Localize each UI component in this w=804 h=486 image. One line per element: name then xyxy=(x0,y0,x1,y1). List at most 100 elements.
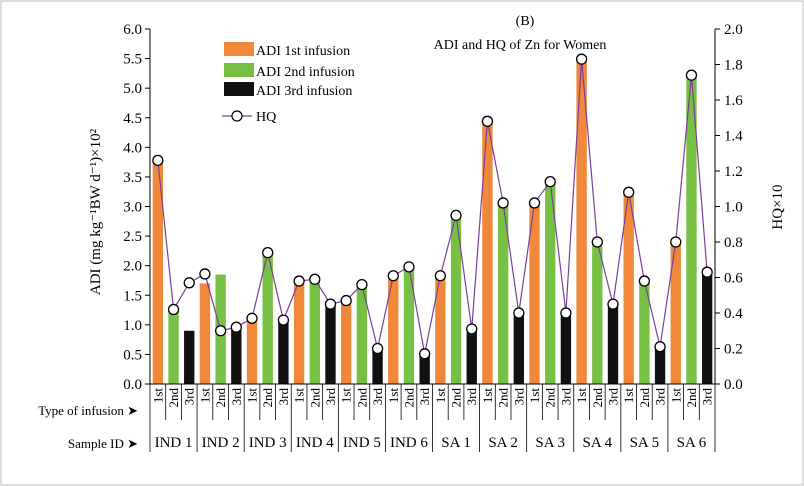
bar-ind-2-3rd xyxy=(231,327,242,384)
hq-point xyxy=(450,209,462,222)
hq-point xyxy=(497,197,509,209)
bar-sa-2-2nd xyxy=(497,203,509,384)
hq-point xyxy=(340,294,352,307)
y2-tick-label: 1.4 xyxy=(724,129,743,145)
y2-tick-label: 1.6 xyxy=(724,93,743,109)
hq-point xyxy=(701,266,713,278)
y2-tick-label: 1.8 xyxy=(724,58,743,74)
y-tick-label: 0.5 xyxy=(123,347,142,363)
y2-tick-label: 1.2 xyxy=(724,164,743,180)
bar-ind-6-1st xyxy=(388,277,399,384)
bar-ind-1-2nd xyxy=(168,310,179,384)
hq-point xyxy=(575,53,588,65)
bar-sa-5-1st xyxy=(623,191,634,384)
infusion-label: 2nd xyxy=(496,388,511,408)
y-tick-label: 3.0 xyxy=(123,200,142,216)
infusion-label: 3rd xyxy=(323,388,338,406)
bar-ind-1-3rd xyxy=(184,330,195,384)
y-tick-label: 4.0 xyxy=(123,140,142,156)
bar-ind-3-2nd xyxy=(262,250,273,385)
sample-id-label: SA 2 xyxy=(488,435,518,451)
infusion-label: 1st xyxy=(150,388,165,404)
row-label-infusion: Type of infusion ➤ xyxy=(38,403,138,418)
hq-point xyxy=(670,236,682,248)
hq-point xyxy=(403,261,415,273)
infusion-label: 1st xyxy=(339,388,354,404)
bar-sa-6-3rd xyxy=(701,274,713,384)
bar-sa-3-3rd xyxy=(560,313,572,384)
y2-tick-label: 2.0 xyxy=(724,22,743,38)
infusion-label: 3rd xyxy=(229,388,244,406)
hq-point xyxy=(418,348,431,360)
sample-id-label: IND 6 xyxy=(390,435,428,451)
bar-sa-3-1st xyxy=(529,203,540,384)
bar-ind-2-1st xyxy=(199,283,211,384)
hq-point xyxy=(277,314,290,326)
legend-label-hq: HQ xyxy=(256,110,276,125)
bar-sa-4-3rd xyxy=(607,304,619,385)
bar-sa-6-1st xyxy=(670,242,681,384)
bar-sa-6-2nd xyxy=(686,76,697,384)
infusion-label: 2nd xyxy=(213,388,228,408)
bar-sa-2-1st xyxy=(482,120,493,385)
infusion-label: 1st xyxy=(621,388,636,404)
hq-point xyxy=(262,246,274,259)
infusion-label: 3rd xyxy=(464,388,479,406)
bar-ind-5-2nd xyxy=(356,283,368,384)
hq-point xyxy=(685,69,698,81)
bar-ind-6-2nd xyxy=(403,268,415,385)
bar-sa-1-2nd xyxy=(450,215,462,385)
bar-ind-6-3rd xyxy=(419,354,430,384)
y2-tick-label: 0.0 xyxy=(724,377,743,393)
sample-id-label: SA 1 xyxy=(441,435,471,451)
bar-ind-4-1st xyxy=(293,280,305,384)
hq-point xyxy=(387,270,399,282)
infusion-label: 3rd xyxy=(700,388,715,406)
bar-sa-4-1st xyxy=(576,58,587,384)
bars-layer xyxy=(152,58,713,385)
y-tick-label: 0.0 xyxy=(123,377,142,393)
infusion-label: 3rd xyxy=(417,388,432,406)
hq-point xyxy=(466,323,478,335)
hq-point xyxy=(654,341,666,353)
legend-swatch-1st xyxy=(224,42,254,56)
infusion-label: 3rd xyxy=(558,388,573,406)
y-tick-label: 4.5 xyxy=(123,111,142,127)
bar-ind-1-1st xyxy=(152,159,164,384)
hq-point xyxy=(528,197,541,209)
infusion-label: 1st xyxy=(386,388,401,404)
hq-point xyxy=(638,275,651,287)
infusion-label: 3rd xyxy=(605,388,620,406)
infusion-label: 2nd xyxy=(590,388,605,408)
infusion-label: 2nd xyxy=(684,388,699,408)
legend-hq-marker xyxy=(231,110,243,122)
hq-point xyxy=(591,236,603,248)
hq-point xyxy=(293,275,305,287)
bar-ind-3-1st xyxy=(246,318,258,384)
hq-point xyxy=(544,175,556,188)
hq-point xyxy=(183,277,195,289)
hq-line-layer xyxy=(152,53,713,360)
legend-label-1st: ADI 1st infusion xyxy=(256,44,350,59)
hq-point xyxy=(324,298,337,310)
infusion-label: 1st xyxy=(197,388,212,404)
sample-id-label: SA 5 xyxy=(630,435,660,451)
infusion-label: 2nd xyxy=(543,388,558,408)
bar-ind-5-3rd xyxy=(372,348,383,384)
y2-tick-label: 0.6 xyxy=(724,271,743,287)
bar-sa-3-2nd xyxy=(545,182,556,384)
legend-swatch-3rd xyxy=(224,82,254,96)
hq-point xyxy=(356,278,368,291)
hq-point xyxy=(371,342,384,355)
sample-id-label: SA 6 xyxy=(677,435,707,451)
y-tick-label: 5.0 xyxy=(123,81,142,97)
bar-ind-4-3rd xyxy=(325,304,336,385)
bar-sa-5-3rd xyxy=(654,348,666,384)
infusion-label: 1st xyxy=(245,388,260,404)
y-tick-label: 1.0 xyxy=(123,318,142,334)
infusion-label: 1st xyxy=(668,388,683,404)
infusion-label: 1st xyxy=(527,388,542,404)
bar-ind-3-3rd xyxy=(278,318,289,384)
